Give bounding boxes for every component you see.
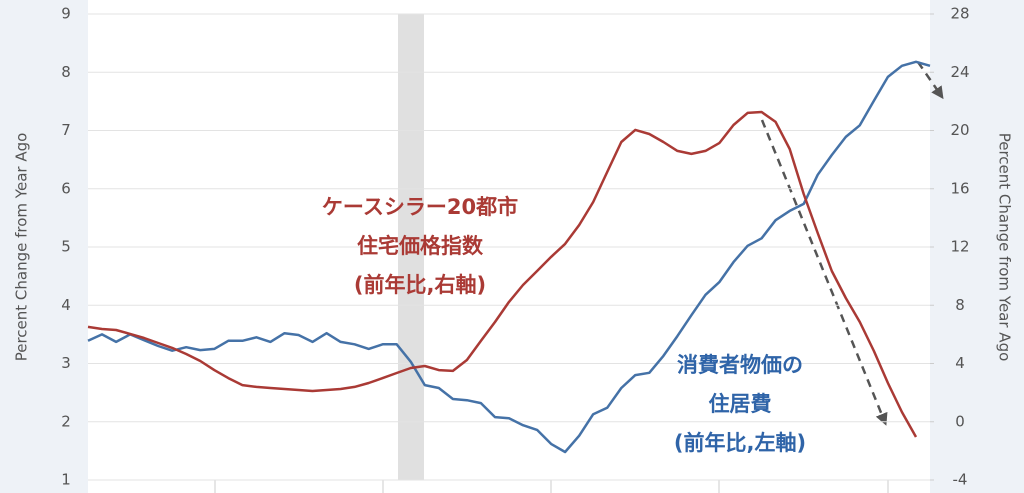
y2-tick-label: -4 [953, 471, 968, 489]
y2-tick-label: 0 [955, 412, 965, 430]
y-tick-label: 1 [61, 471, 71, 489]
annotation: (前年比,左軸) [674, 431, 806, 455]
y2-tick-label: 8 [955, 296, 965, 314]
series-line [87, 110, 918, 438]
annotation: (前年比,右軸) [354, 273, 486, 297]
y-tick-label: 8 [61, 63, 71, 81]
y2-axis-label: Percent Change from Year Ago [996, 133, 1014, 362]
y-tick-label: 3 [61, 354, 71, 372]
annotation: 住宅価格指数 [357, 234, 484, 258]
y2-tick-label: 24 [950, 63, 969, 81]
annotation: 消費者物価の [677, 353, 803, 377]
y-axis-label: Percent Change from Year Ago [13, 133, 31, 362]
y2-tick-label: 12 [950, 238, 969, 256]
y-tick-label: 5 [61, 238, 71, 256]
annotation: 住居費 [709, 392, 772, 416]
y-tick-label: 9 [61, 5, 71, 23]
annotation: ケースシラー20都市 [322, 195, 518, 219]
y-tick-label: 2 [61, 412, 71, 430]
y2-tick-label: 4 [955, 354, 965, 372]
series-line [87, 60, 931, 454]
y2-tick-label: 28 [950, 5, 969, 23]
trend-arrow [916, 61, 944, 100]
x-ticks [214, 480, 889, 493]
y-tick-label: 6 [61, 179, 71, 197]
y-tick-label: 7 [61, 121, 71, 139]
y-tick-label: 4 [61, 296, 71, 314]
trend-arrow [760, 119, 888, 426]
y2-tick-label: 20 [950, 121, 969, 139]
y2-tick-label: 16 [950, 179, 969, 197]
